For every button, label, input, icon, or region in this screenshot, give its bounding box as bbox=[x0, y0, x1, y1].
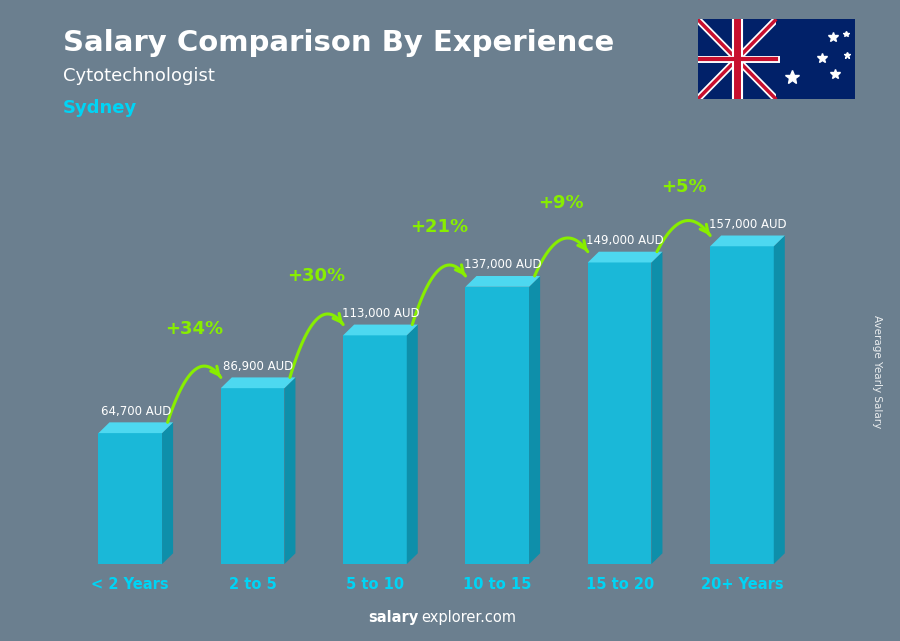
Text: 137,000 AUD: 137,000 AUD bbox=[464, 258, 542, 271]
Text: 149,000 AUD: 149,000 AUD bbox=[586, 234, 664, 247]
Text: +21%: +21% bbox=[410, 219, 468, 237]
Text: 157,000 AUD: 157,000 AUD bbox=[708, 218, 787, 231]
Polygon shape bbox=[343, 324, 418, 335]
Polygon shape bbox=[774, 235, 785, 564]
Text: Salary Comparison By Experience: Salary Comparison By Experience bbox=[63, 29, 614, 57]
Bar bbox=[98, 433, 162, 564]
Bar bbox=[710, 246, 774, 564]
Text: +34%: +34% bbox=[165, 320, 223, 338]
Text: 86,900 AUD: 86,900 AUD bbox=[223, 360, 293, 373]
Bar bbox=[343, 335, 407, 564]
Text: Cytotechnologist: Cytotechnologist bbox=[63, 67, 215, 85]
Bar bbox=[220, 388, 284, 564]
Polygon shape bbox=[652, 252, 662, 564]
Text: explorer.com: explorer.com bbox=[421, 610, 517, 625]
Bar bbox=[465, 287, 529, 564]
Polygon shape bbox=[220, 378, 295, 388]
Polygon shape bbox=[529, 276, 540, 564]
Polygon shape bbox=[98, 422, 173, 433]
Text: Average Yearly Salary: Average Yearly Salary bbox=[872, 315, 883, 428]
Text: 113,000 AUD: 113,000 AUD bbox=[342, 307, 419, 320]
Text: +30%: +30% bbox=[287, 267, 346, 285]
Polygon shape bbox=[588, 252, 662, 262]
Polygon shape bbox=[710, 235, 785, 246]
Text: Sydney: Sydney bbox=[63, 99, 137, 117]
Polygon shape bbox=[162, 422, 173, 564]
Bar bbox=[776, 19, 855, 99]
Polygon shape bbox=[407, 324, 418, 564]
Bar bbox=[588, 262, 652, 564]
Text: salary: salary bbox=[368, 610, 418, 625]
Text: +5%: +5% bbox=[661, 178, 707, 196]
Polygon shape bbox=[465, 276, 540, 287]
Text: 64,700 AUD: 64,700 AUD bbox=[101, 404, 171, 418]
Polygon shape bbox=[284, 378, 295, 564]
Text: +9%: +9% bbox=[538, 194, 584, 212]
